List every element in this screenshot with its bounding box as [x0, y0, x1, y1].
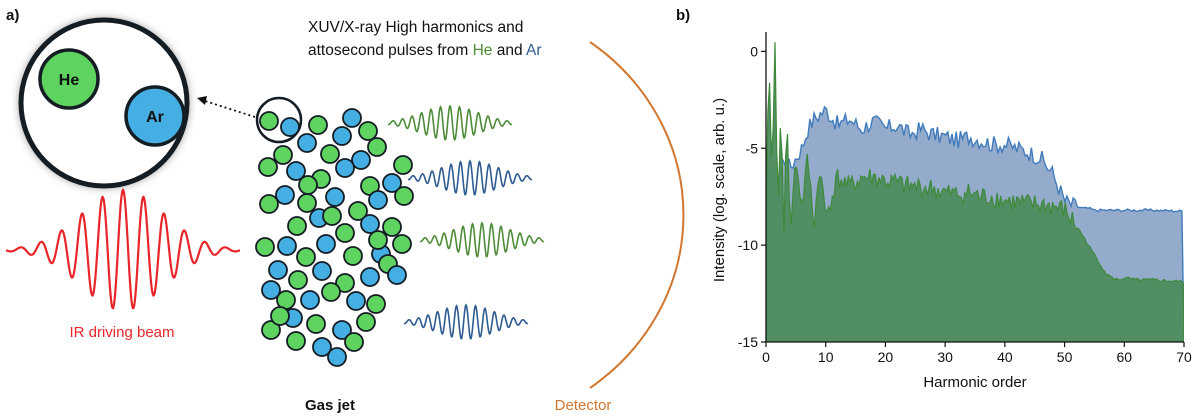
he-pulse-2 [419, 221, 545, 258]
he-spectrum-area [766, 42, 1184, 342]
ar-atom-large [124, 85, 186, 147]
ar-atom [342, 108, 362, 128]
he-atom [270, 306, 290, 326]
x-tick-label: 60 [1116, 349, 1132, 365]
zoom-arrow [197, 96, 256, 118]
he-atom [335, 223, 355, 243]
he-atom [322, 206, 342, 226]
he-atom [287, 216, 307, 236]
he-atom [296, 247, 316, 267]
he-atom [358, 121, 378, 141]
title-and: and [492, 42, 526, 59]
he-atom [258, 157, 278, 177]
zoom-he-label: He [59, 72, 80, 89]
he-atom [273, 145, 293, 165]
ar-atom [300, 290, 320, 310]
ar-atom [360, 267, 380, 287]
selection-circle [255, 96, 303, 144]
he-atom [297, 193, 317, 213]
ar-atom [368, 190, 388, 210]
ar-atom [312, 261, 332, 281]
he-pulse-1 [387, 104, 513, 141]
chart-axes: 0 10 20 30 40 50 60 70 0 -5 -10 -15 [738, 32, 1192, 365]
panel-b-label: b) [676, 7, 690, 24]
ar-atom [261, 280, 281, 300]
ar-pulse-1 [407, 159, 533, 196]
ar-atom [332, 320, 352, 340]
he-atom [261, 320, 281, 340]
ir-driving-beam-wave [5, 188, 241, 310]
x-tick-label: 10 [818, 349, 834, 365]
he-atom [366, 294, 386, 314]
detector-arc [589, 41, 685, 389]
he-atom [306, 314, 326, 334]
he-atom [286, 331, 306, 351]
ar-atom [312, 337, 332, 357]
he-atom [344, 332, 364, 352]
title-he: He [473, 42, 493, 59]
title-ar: Ar [526, 42, 542, 59]
y-tick-label: -15 [738, 334, 758, 350]
x-axis-label: Harmonic order [923, 374, 1026, 391]
he-atom [288, 270, 308, 290]
x-tick-label: 70 [1176, 349, 1192, 365]
ar-atom [280, 117, 300, 137]
he-atom [356, 312, 376, 332]
he-atom [308, 115, 328, 135]
he-atom [259, 111, 279, 131]
zoom-inset: He Ar [18, 17, 190, 189]
he-atom-large [38, 48, 100, 110]
ar-atom [327, 347, 347, 367]
x-tick-label: 40 [997, 349, 1013, 365]
he-atom [394, 186, 414, 206]
ar-atom [335, 158, 355, 178]
ir-beam-label: IR driving beam [69, 324, 174, 341]
he-atom [255, 237, 275, 257]
he-atom [298, 175, 318, 195]
he-atom [335, 273, 355, 293]
he-atom [320, 144, 340, 164]
zoom-ar-label: Ar [146, 109, 164, 126]
y-axis-label: Intensity (log. scale, arb. u.) [711, 98, 728, 282]
ar-atom [286, 161, 306, 181]
he-atom [343, 246, 363, 266]
he-atom [392, 234, 412, 254]
title-prefix: attosecond pulses from [308, 42, 473, 59]
he-atom [382, 217, 402, 237]
ar-atom [332, 126, 352, 146]
he-atom [348, 201, 368, 221]
ar-atom [387, 265, 407, 285]
ar-atom [275, 185, 295, 205]
he-atom [368, 230, 388, 250]
x-tick-label: 0 [762, 349, 770, 365]
ar-atom [346, 291, 366, 311]
title-line-2: attosecond pulses from He and Ar [308, 42, 542, 59]
he-atom [259, 194, 279, 214]
ar-atom [382, 173, 402, 193]
x-tick-label: 30 [937, 349, 953, 365]
ar-atom [268, 260, 288, 280]
ar-atom [277, 236, 297, 256]
detector-label: Detector [555, 397, 612, 414]
ar-atom [325, 187, 345, 207]
y-tick-label: -10 [738, 237, 758, 253]
he-atom [393, 155, 413, 175]
ar-atom [360, 214, 380, 234]
gas-jet-label: Gas jet [305, 397, 355, 414]
ar-atom [351, 150, 371, 170]
x-tick-label: 20 [878, 349, 894, 365]
ar-atom [316, 234, 336, 254]
ar-atom [297, 133, 317, 153]
he-atom [367, 137, 387, 157]
y-tick-label: 0 [750, 43, 758, 59]
gas-jet-atoms [255, 108, 414, 367]
title-line-1: XUV/X-ray High harmonics and [308, 19, 523, 36]
harmonic-spectrum-chart: 0 10 20 30 40 50 60 700-5-10-15 Harmonic order … [711, 32, 1192, 391]
ar-pulse-2 [403, 303, 529, 340]
panel-a-label: a) [6, 7, 19, 24]
he-atom [321, 282, 341, 302]
y-tick-label: -5 [746, 140, 759, 156]
x-tick-label: 50 [1057, 349, 1073, 365]
